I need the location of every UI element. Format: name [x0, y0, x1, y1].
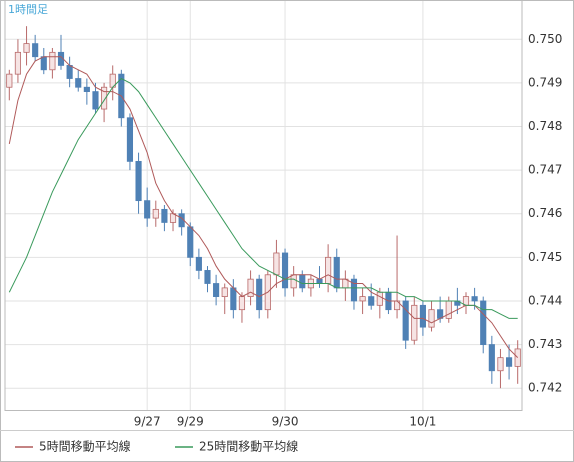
y-tick-label: 0.749	[528, 75, 562, 89]
candle-body	[402, 300, 409, 341]
plot-border	[4, 0, 523, 411]
candle-body	[325, 256, 332, 284]
candle-body	[49, 51, 56, 71]
candle-body	[66, 65, 73, 79]
candle-body	[204, 270, 211, 284]
x-tick-label: 9/27	[134, 415, 161, 429]
y-tick-label: 0.748	[528, 119, 562, 133]
candle-body	[350, 278, 358, 302]
legend-label: 5時間移動平均線	[39, 439, 131, 454]
candle-body	[480, 300, 487, 345]
candle-body	[316, 278, 323, 284]
y-tick-label: 0.744	[528, 293, 562, 307]
candle-body	[213, 283, 220, 297]
candle-body	[83, 86, 90, 92]
candle-body	[256, 278, 263, 311]
candle-body	[238, 296, 246, 311]
y-tick-label: 0.747	[528, 163, 562, 177]
y-tick-label: 0.742	[528, 381, 562, 395]
candle-body	[428, 309, 435, 328]
candle-body	[144, 200, 151, 219]
y-tick-label: 0.746	[528, 206, 562, 220]
candle-body	[359, 296, 366, 302]
candle-body	[14, 51, 21, 75]
x-tick-label: 9/30	[272, 415, 299, 429]
candle-body	[273, 252, 280, 276]
y-tick-label: 0.743	[528, 337, 562, 351]
candle-body	[247, 278, 254, 297]
candle-body	[152, 208, 159, 219]
legend-label: 25時間移動平均線	[199, 439, 298, 454]
candle-body	[221, 287, 228, 297]
candle-body	[101, 86, 108, 110]
candle-body	[23, 43, 30, 53]
candle-body	[333, 256, 340, 289]
y-tick-label: 0.745	[528, 250, 562, 264]
candle-body	[506, 357, 513, 367]
candle-body	[299, 274, 306, 289]
candle-body	[135, 160, 142, 202]
candle-body	[368, 296, 375, 306]
candle-body	[497, 357, 504, 372]
candle-body	[290, 274, 297, 289]
candle-body	[6, 73, 13, 88]
moving-average-line	[8, 56, 519, 359]
candle-body	[161, 208, 168, 223]
candle-body	[40, 56, 47, 71]
candle-body	[32, 43, 39, 58]
timeframe-label: 1時間足	[8, 3, 48, 16]
candle-body	[376, 291, 383, 306]
candle-body	[471, 296, 478, 302]
candle-body	[187, 226, 194, 258]
candle-body	[75, 78, 82, 88]
candle-body	[92, 91, 99, 110]
candle-body	[411, 304, 418, 341]
candle-body	[126, 117, 134, 162]
candle-body	[281, 252, 289, 289]
candle-body	[419, 304, 426, 328]
x-tick-label: 9/29	[177, 415, 204, 429]
moving-average-line	[8, 77, 518, 319]
candle-body	[445, 300, 452, 319]
candle-body	[195, 256, 202, 271]
y-tick-label: 0.750	[528, 32, 562, 46]
x-tick-label: 10/1	[409, 415, 436, 429]
candle-body	[488, 344, 495, 372]
candle-body	[230, 287, 237, 311]
